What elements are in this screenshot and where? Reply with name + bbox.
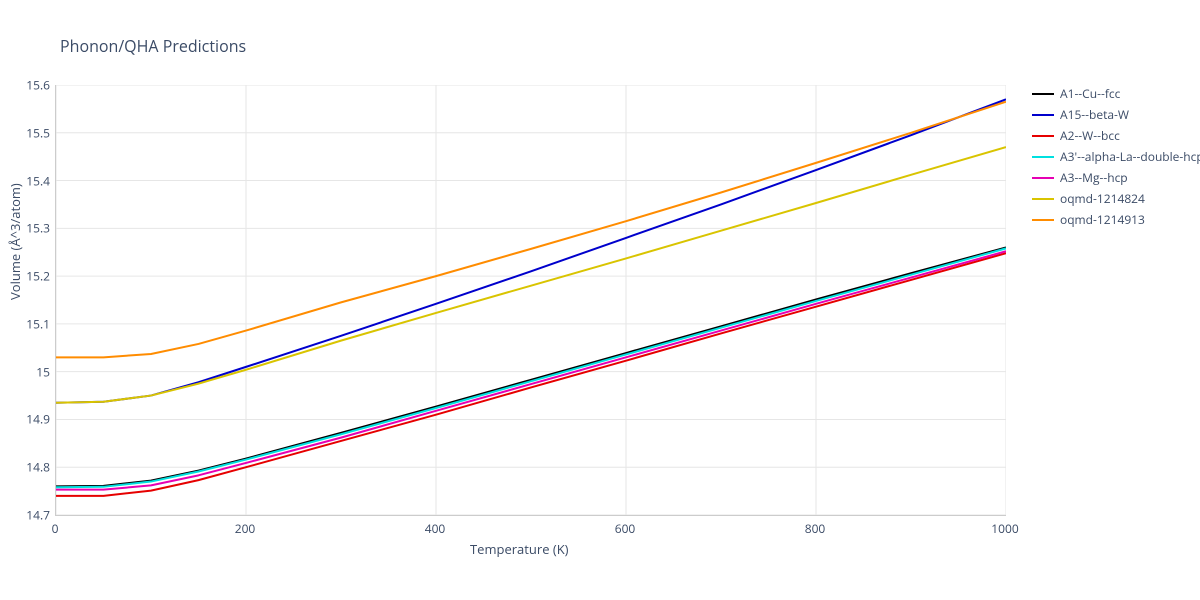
legend-item[interactable]: oqmd-1214824: [1032, 190, 1200, 207]
y-tick-label: 15.6: [20, 77, 50, 94]
legend-swatch: [1032, 93, 1054, 95]
y-tick-label: 15.2: [20, 268, 50, 285]
legend-swatch: [1032, 219, 1054, 221]
series-line[interactable]: [56, 99, 1006, 402]
y-tick-label: 15.1: [20, 315, 50, 332]
legend-label: A1--Cu--fcc: [1060, 85, 1120, 102]
y-tick-label: 14.9: [20, 411, 50, 428]
y-tick-label: 15: [20, 363, 50, 380]
series-line[interactable]: [56, 253, 1006, 496]
legend-label: A15--beta-W: [1060, 106, 1129, 123]
y-tick-label: 14.8: [20, 459, 50, 476]
chart-title: Phonon/QHA Predictions: [60, 35, 246, 57]
legend-item[interactable]: A3--Mg--hcp: [1032, 169, 1200, 186]
legend-label: oqmd-1214824: [1060, 190, 1145, 207]
series-line[interactable]: [56, 247, 1006, 486]
legend-label: A3--Mg--hcp: [1060, 169, 1128, 186]
legend-swatch: [1032, 198, 1054, 200]
legend-item[interactable]: A1--Cu--fcc: [1032, 85, 1200, 102]
x-tick-label: 600: [615, 520, 636, 537]
x-tick-label: 1000: [991, 520, 1018, 537]
legend-swatch: [1032, 177, 1054, 179]
y-tick-label: 15.4: [20, 172, 50, 189]
legend-item[interactable]: oqmd-1214913: [1032, 211, 1200, 228]
y-tick-label: 14.7: [20, 507, 50, 524]
series-line[interactable]: [56, 147, 1006, 403]
x-tick-label: 800: [805, 520, 826, 537]
legend-swatch: [1032, 114, 1054, 116]
series-line[interactable]: [56, 102, 1006, 358]
x-tick-label: 0: [52, 520, 59, 537]
legend-item[interactable]: A15--beta-W: [1032, 106, 1200, 123]
plot-area: [55, 85, 1006, 516]
x-tick-label: 200: [235, 520, 256, 537]
series-line[interactable]: [56, 248, 1006, 487]
legend-swatch: [1032, 135, 1054, 137]
legend-label: A2--W--bcc: [1060, 127, 1120, 144]
legend-item[interactable]: A2--W--bcc: [1032, 127, 1200, 144]
chart-container: Phonon/QHA Predictions Volume (Å^3/atom)…: [0, 0, 1200, 600]
y-tick-label: 15.3: [20, 220, 50, 237]
x-tick-label: 400: [425, 520, 446, 537]
legend-label: A3'--alpha-La--double-hcp: [1060, 148, 1200, 165]
legend-swatch: [1032, 156, 1054, 158]
x-axis-label: Temperature (K): [470, 540, 569, 558]
legend-label: oqmd-1214913: [1060, 211, 1145, 228]
y-tick-label: 15.5: [20, 124, 50, 141]
legend-item[interactable]: A3'--alpha-La--double-hcp: [1032, 148, 1200, 165]
legend: A1--Cu--fcc A15--beta-W A2--W--bcc A3'--alp…: [1032, 85, 1200, 232]
